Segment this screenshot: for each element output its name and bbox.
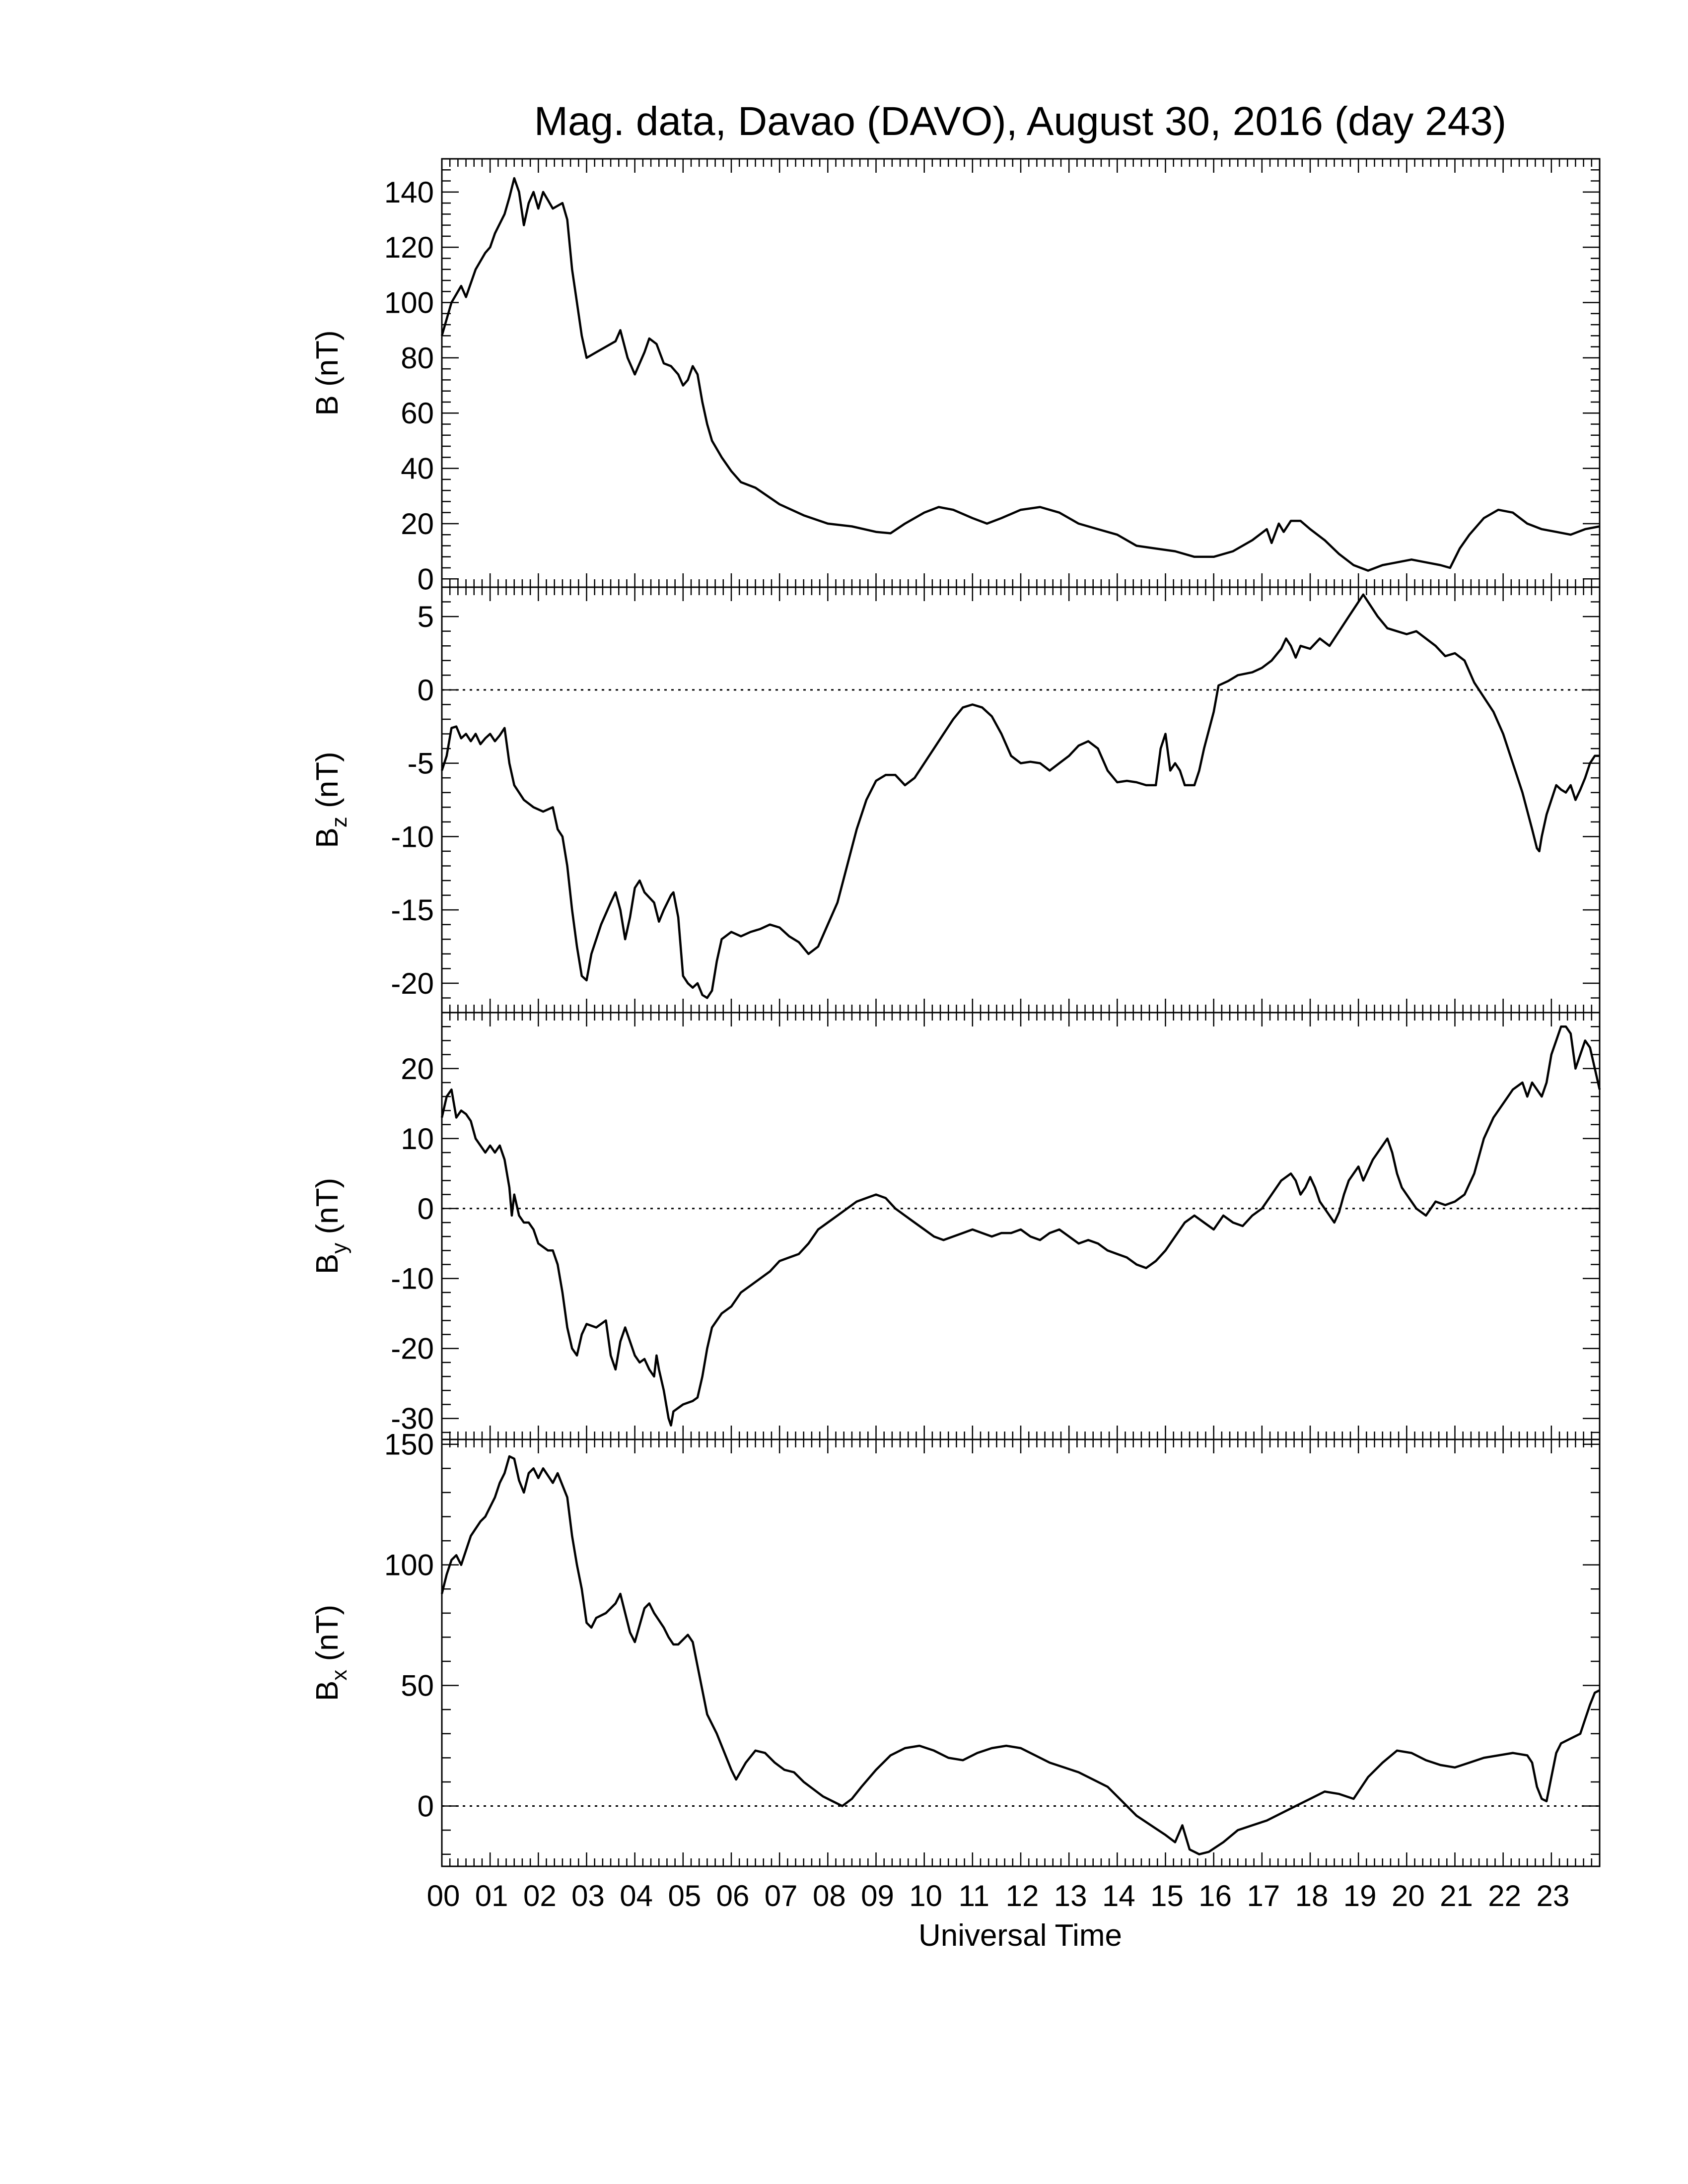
plot-frame — [441, 1438, 1601, 1867]
y-tick-label: 10 — [401, 1122, 434, 1156]
x-tick-label: 03 — [571, 1879, 605, 1912]
y-tick-label: 80 — [401, 341, 434, 375]
series-line — [440, 593, 1600, 999]
x-tick-label: 02 — [523, 1879, 557, 1912]
y-tick-label: -5 — [408, 747, 434, 780]
y-tick-label: 50 — [401, 1669, 434, 1703]
x-tick-labels: 00 01 02 03 04 05 06 07 08 09 10 11 12 13 14 15 16 17 18 19… — [427, 1879, 1570, 1912]
x-tick-label: 07 — [765, 1879, 798, 1912]
x-tick-label: 12 — [1006, 1879, 1039, 1912]
series-line — [440, 177, 1600, 572]
panel-1: -20 -15 -10 -5 0 5 Bz (nT) — [310, 586, 1601, 1014]
y-axis-label: Bz (nT) — [310, 751, 352, 848]
x-tick-label: 15 — [1150, 1879, 1184, 1912]
x-tick-label: 23 — [1536, 1879, 1569, 1912]
y-tick-label: 40 — [401, 452, 434, 485]
y-tick-label: 5 — [418, 600, 434, 633]
y-tick-label: 20 — [401, 1052, 434, 1086]
x-axis-label: Universal Time — [918, 1918, 1122, 1953]
y-tick-label: -10 — [391, 1262, 434, 1296]
plot-frame — [441, 586, 1601, 1014]
panel-0: 0 20 40 60 80 100 120 140 B (nT) — [310, 158, 1601, 596]
x-tick-label: 09 — [861, 1879, 894, 1912]
y-tick-label: 0 — [418, 1790, 434, 1823]
x-tick-label: 19 — [1343, 1879, 1377, 1912]
x-tick-label: 06 — [716, 1879, 750, 1912]
x-tick-label: 18 — [1295, 1879, 1329, 1912]
y-tick-label: -30 — [391, 1402, 434, 1435]
series-line — [440, 1455, 1601, 1855]
x-tick-label: 08 — [813, 1879, 846, 1912]
y-axis-label: By (nT) — [310, 1178, 352, 1274]
y-tick-label: 60 — [401, 397, 434, 430]
chart-title: Mag. data, Davao (DAVO), August 30, 2016… — [534, 99, 1506, 144]
y-tick-label: 0 — [418, 1192, 434, 1226]
y-tick-label: 100 — [384, 286, 434, 320]
y-tick-label: -15 — [391, 893, 434, 927]
x-tick-label: 10 — [909, 1879, 942, 1912]
x-tick-label: 20 — [1392, 1879, 1425, 1912]
panel-3: 0 50 100 150 Bx (nT) — [310, 1428, 1601, 1867]
x-tick-label: 04 — [620, 1879, 653, 1912]
x-tick-label: 21 — [1440, 1879, 1473, 1912]
y-tick-label: 0 — [418, 562, 434, 596]
x-tick-label: 22 — [1488, 1879, 1521, 1912]
x-tick-label: 01 — [475, 1879, 508, 1912]
y-tick-label: 0 — [418, 674, 434, 707]
y-tick-label: -20 — [391, 1332, 434, 1365]
x-tick-label: 00 — [427, 1879, 460, 1912]
x-tick-label: 13 — [1054, 1879, 1087, 1912]
x-tick-label: 14 — [1102, 1879, 1135, 1912]
x-tick-label: 16 — [1198, 1879, 1232, 1912]
y-tick-label: 100 — [384, 1549, 434, 1582]
y-tick-label: -10 — [391, 820, 434, 853]
y-axis-label: Bx (nT) — [310, 1605, 352, 1701]
plot-frame — [441, 1012, 1601, 1440]
y-tick-label: 120 — [384, 231, 434, 264]
panel-2: -30 -20 -10 0 10 20 By (nT) — [310, 1012, 1601, 1440]
y-tick-label: 20 — [401, 507, 434, 541]
series-line — [440, 1025, 1601, 1427]
x-tick-label: 05 — [668, 1879, 701, 1912]
y-tick-label: 140 — [384, 176, 434, 209]
y-tick-label: 150 — [384, 1428, 434, 1461]
x-tick-label: 11 — [959, 1879, 989, 1912]
y-axis-label: B (nT) — [310, 330, 345, 415]
y-tick-label: -20 — [391, 967, 434, 1000]
x-tick-label: 17 — [1247, 1879, 1280, 1912]
plot-frame — [441, 158, 1601, 588]
